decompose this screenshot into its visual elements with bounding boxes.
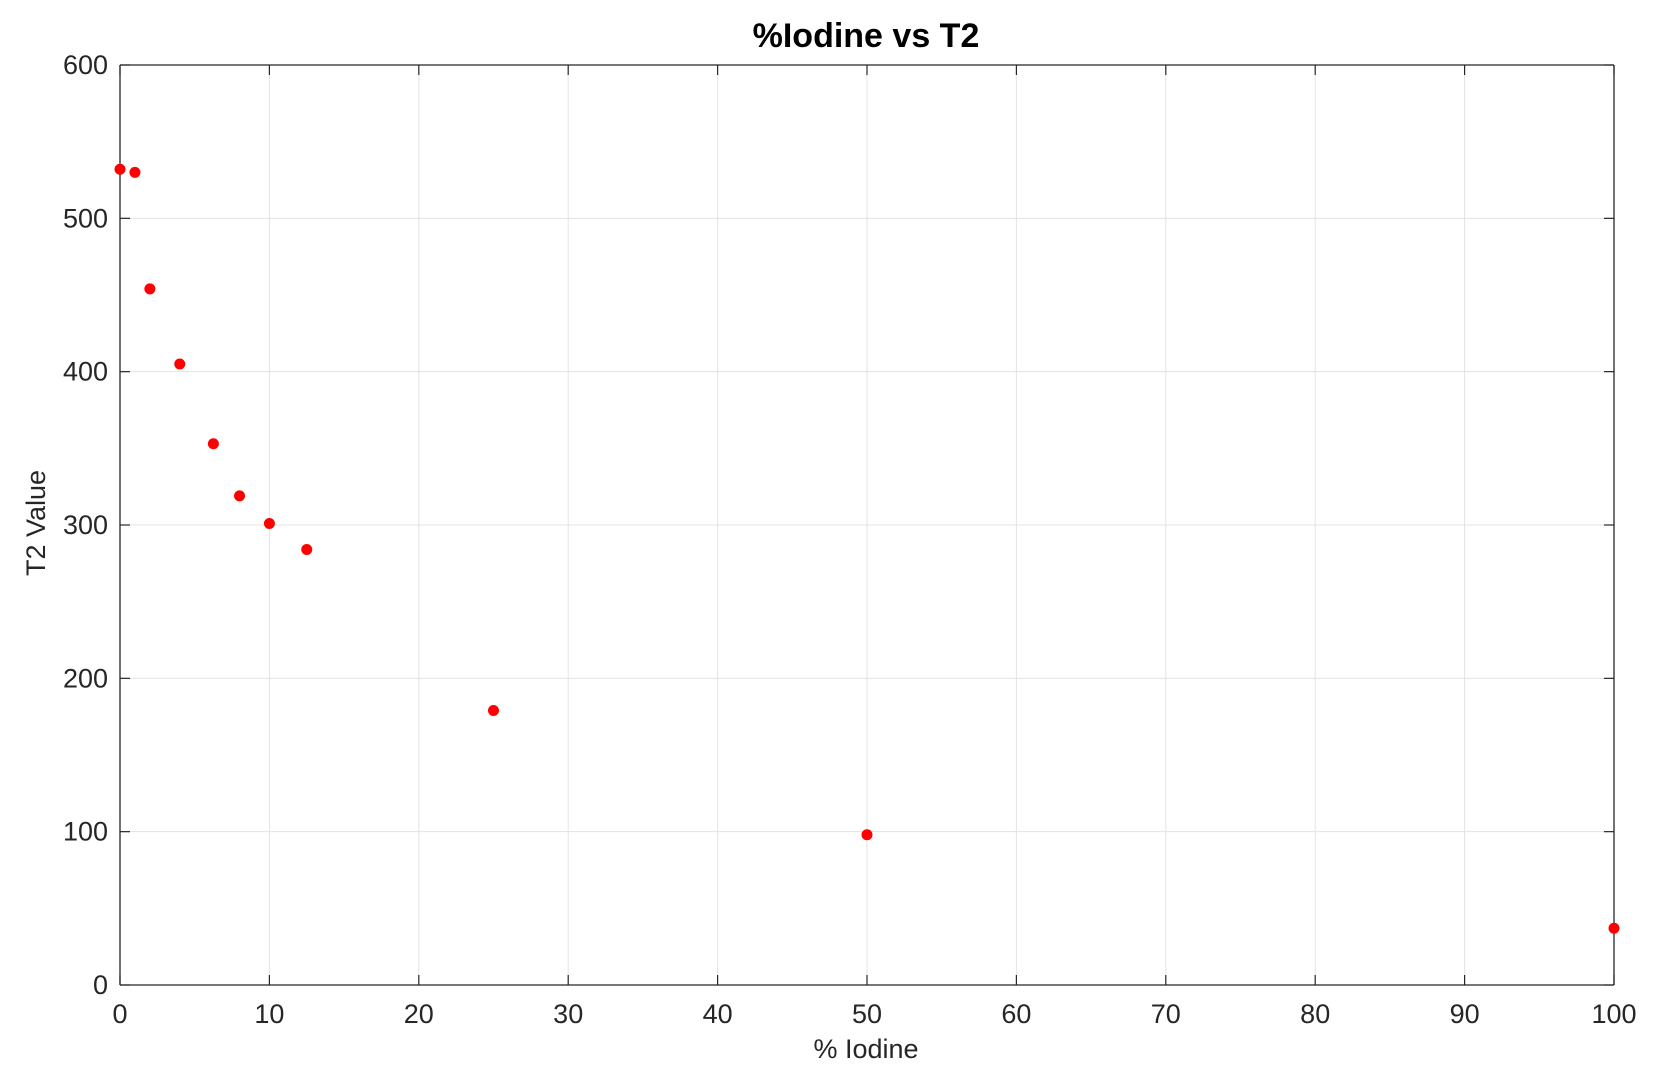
x-tick-label: 60	[1001, 999, 1031, 1029]
data-point	[301, 544, 313, 556]
data-point	[1608, 922, 1620, 934]
y-tick-label: 0	[93, 970, 108, 1000]
x-tick-label: 40	[703, 999, 733, 1029]
x-tick-label: 100	[1591, 999, 1636, 1029]
x-tick-label: 70	[1151, 999, 1181, 1029]
chart-title: %Iodine vs T2	[753, 17, 980, 55]
data-point	[174, 358, 186, 370]
x-tick-label: 80	[1300, 999, 1330, 1029]
data-point	[114, 163, 126, 175]
axes	[119, 64, 1615, 986]
data-point	[129, 166, 141, 178]
x-tick-label: 0	[112, 999, 127, 1029]
data-point	[207, 438, 219, 450]
data-point	[144, 283, 156, 295]
x-tick-label: 30	[553, 999, 583, 1029]
x-tick-label: 50	[852, 999, 882, 1029]
y-axis-label: T2 Value	[21, 470, 51, 576]
x-tick-label: 20	[404, 999, 434, 1029]
x-tick-label: 10	[254, 999, 284, 1029]
data-point	[263, 517, 275, 529]
data-points	[114, 163, 1620, 934]
y-tick-label: 400	[63, 357, 108, 387]
y-tick-label: 300	[63, 510, 108, 540]
x-tick-label: 90	[1450, 999, 1480, 1029]
y-tick-label: 600	[63, 50, 108, 80]
y-tick-label: 200	[63, 663, 108, 693]
data-point	[861, 829, 873, 841]
data-point	[234, 490, 246, 502]
y-tick-label: 500	[63, 203, 108, 233]
x-axis-label: % Iodine	[813, 1034, 918, 1064]
tick-labels: 0 10 20 30 40 50 60 70 80 90 100 0 100 200 300 400 500 60…	[63, 50, 1637, 1029]
data-point	[488, 705, 499, 717]
y-tick-label: 100	[63, 817, 108, 847]
